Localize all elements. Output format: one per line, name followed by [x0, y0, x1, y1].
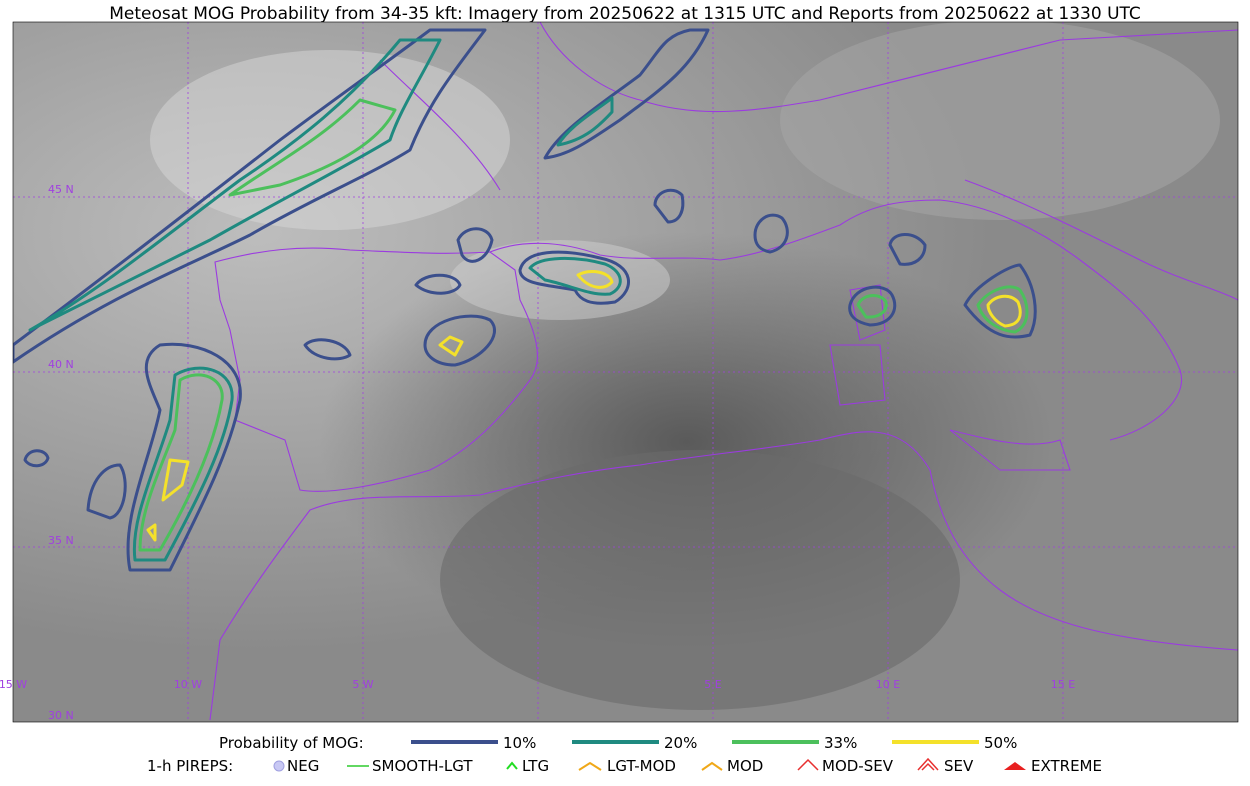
grid	[13, 22, 1238, 722]
lat-label: 40 N	[48, 358, 74, 371]
contour	[963, 263, 1037, 339]
title: Meteosat MOG Probability from 34-35 kft:…	[109, 4, 1141, 24]
legend-label: NEG	[287, 757, 319, 775]
lon-label: 5 W	[352, 678, 373, 691]
legend-label: 10%	[503, 734, 536, 752]
lat-label: 35 N	[48, 534, 74, 547]
legend-label: EXTREME	[1031, 757, 1102, 775]
legend-label: 20%	[664, 734, 697, 752]
lat-label: 45 N	[48, 183, 74, 196]
contour	[986, 294, 1022, 328]
coastlines	[209, 22, 1238, 721]
contour	[456, 227, 494, 263]
contour	[848, 285, 897, 327]
contour	[653, 188, 685, 224]
contour	[753, 213, 789, 254]
pirep-legend: 1-h PIREPS: NEG SMOOTH-LGT LTG LGT-MOD M…	[147, 757, 1102, 775]
lon-label: 10 W	[174, 678, 202, 691]
contours	[13, 28, 1037, 572]
legend-label: MOD	[727, 757, 763, 775]
pirep-icon	[578, 761, 602, 771]
pirep-icon	[701, 761, 723, 771]
lon-label: 10 E	[876, 678, 900, 691]
contour	[414, 273, 462, 295]
pirep-icon	[1004, 762, 1026, 770]
pirep-icon	[917, 757, 939, 771]
legend-label: SMOOTH-LGT	[372, 757, 473, 775]
lat-label: 30 N	[48, 709, 74, 722]
pirep-icon	[273, 760, 285, 772]
contour	[303, 338, 352, 361]
legend-label: LTG	[522, 757, 549, 775]
legend-title: 1-h PIREPS:	[147, 757, 233, 775]
contour	[543, 28, 710, 160]
lon-labels: 15 W 10 W 5 W 5 E 10 E 15 E	[0, 678, 1075, 691]
lon-label: 15 W	[0, 678, 27, 691]
lat-labels: 45 N 40 N 35 N 30 N	[48, 183, 74, 722]
legend-label: SEV	[944, 757, 974, 775]
contour	[438, 335, 464, 357]
contour	[28, 38, 442, 332]
contour	[976, 285, 1029, 334]
contour	[888, 233, 927, 266]
pirep-icon	[506, 761, 518, 770]
legend-label: 33%	[824, 734, 857, 752]
legend-label: MOD-SEV	[822, 757, 894, 775]
contour	[856, 294, 888, 319]
contour	[132, 366, 234, 562]
legend-label: LGT-MOD	[607, 757, 676, 775]
lon-label: 15 E	[1051, 678, 1075, 691]
lon-label: 5 E	[704, 678, 721, 691]
pirep-icon	[797, 758, 819, 771]
contour	[146, 458, 190, 542]
contour	[138, 373, 224, 552]
contour	[86, 463, 127, 520]
legend-label: 50%	[984, 734, 1017, 752]
probability-legend: Probability of MOG: 10% 20% 33% 50%	[219, 734, 1017, 752]
legend-title: Probability of MOG:	[219, 734, 364, 752]
contour	[518, 250, 630, 305]
contour	[126, 342, 242, 572]
contour	[423, 314, 497, 367]
map	[13, 22, 1238, 722]
contour	[228, 98, 397, 197]
contour	[13, 28, 487, 364]
contour	[556, 96, 614, 147]
contour	[576, 270, 614, 289]
contour	[23, 449, 50, 468]
contour	[528, 256, 622, 296]
